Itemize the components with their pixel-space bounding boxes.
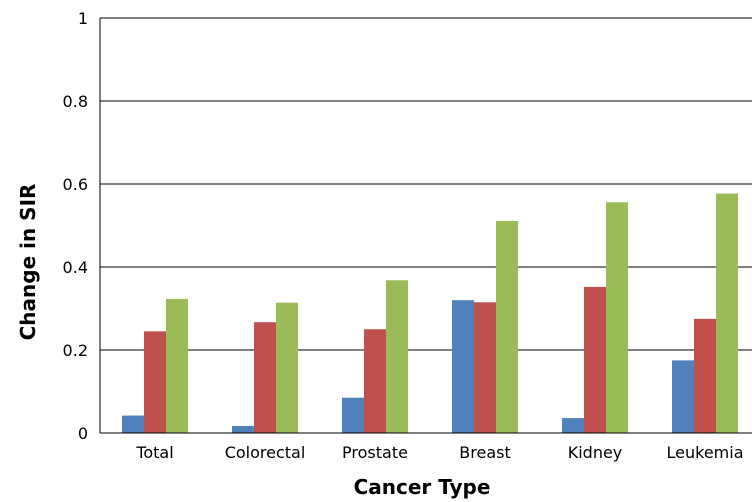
bar bbox=[672, 360, 694, 433]
bar bbox=[144, 331, 166, 433]
bar bbox=[364, 329, 386, 433]
x-tick-label: Total bbox=[135, 443, 173, 462]
bar bbox=[584, 286, 606, 433]
y-tick-label: 0.6 bbox=[63, 175, 88, 194]
bar bbox=[254, 322, 276, 433]
y-tick-label: 0.2 bbox=[63, 341, 88, 360]
x-tick-label: Breast bbox=[459, 443, 510, 462]
bar bbox=[562, 418, 584, 433]
x-tick-label: Colorectal bbox=[225, 443, 306, 462]
bar bbox=[694, 318, 716, 433]
y-tick-label: 0 bbox=[78, 424, 88, 443]
bar bbox=[386, 280, 408, 433]
x-tick-label: Prostate bbox=[342, 443, 408, 462]
gridlines bbox=[100, 17, 752, 351]
y-tick-label: 0.8 bbox=[63, 92, 88, 111]
bar bbox=[606, 202, 628, 433]
y-tick-labels: 0 0.2 0.4 0.6 0.8 1 bbox=[63, 9, 88, 443]
bar bbox=[452, 300, 474, 433]
x-tick-label: Leukemia bbox=[667, 443, 744, 462]
bar bbox=[496, 220, 518, 433]
bar bbox=[166, 298, 188, 433]
bar bbox=[232, 425, 254, 433]
bar bbox=[474, 302, 496, 433]
y-axis-title: Change in SIR bbox=[16, 184, 40, 341]
bar bbox=[716, 193, 738, 433]
bar bbox=[122, 415, 144, 433]
x-tick-labels: Total Colorectal Prostate Breast Kidney Leuke… bbox=[135, 443, 743, 462]
y-tick-label: 0.4 bbox=[63, 258, 88, 277]
axes bbox=[99, 18, 752, 434]
y-tick-label: 1 bbox=[78, 9, 88, 28]
bar bbox=[276, 302, 298, 433]
x-tick-label: Kidney bbox=[568, 443, 623, 462]
x-axis-title: Cancer Type bbox=[354, 475, 491, 499]
bars bbox=[122, 193, 738, 433]
bar bbox=[342, 397, 364, 433]
